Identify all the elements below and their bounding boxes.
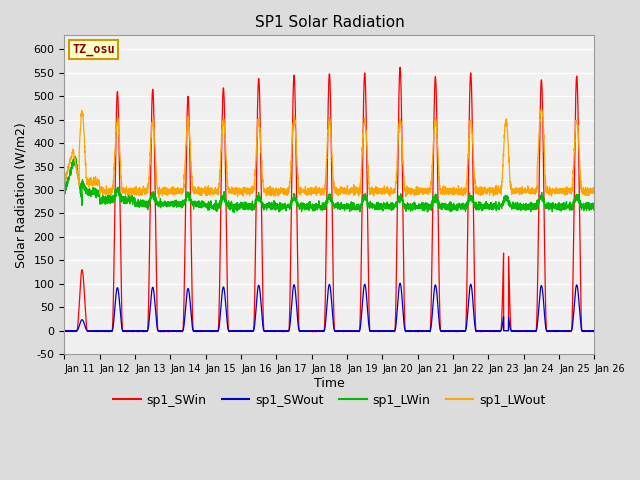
sp1_LWin bbox=[591, 202, 598, 208]
sp1_SWin bbox=[414, 329, 422, 335]
sp1_LWout bbox=[591, 191, 598, 196]
sp1_LWout bbox=[478, 187, 486, 193]
sp1_SWin bbox=[396, 64, 404, 70]
Line: sp1_SWout: sp1_SWout bbox=[65, 283, 595, 332]
sp1_SWout bbox=[61, 328, 68, 334]
Line: sp1_LWin: sp1_LWin bbox=[65, 156, 595, 212]
sp1_SWin bbox=[156, 328, 163, 334]
sp1_SWin bbox=[590, 328, 598, 334]
Y-axis label: Solar Radiation (W/m2): Solar Radiation (W/m2) bbox=[15, 122, 28, 268]
Line: sp1_SWin: sp1_SWin bbox=[65, 67, 595, 332]
sp1_SWout bbox=[448, 328, 456, 334]
sp1_LWin bbox=[590, 200, 598, 206]
Text: TZ_osu: TZ_osu bbox=[72, 43, 115, 56]
sp1_SWout bbox=[591, 328, 598, 334]
sp1_LWout bbox=[590, 188, 598, 193]
sp1_SWin bbox=[310, 328, 317, 334]
sp1_LWin bbox=[156, 201, 164, 207]
sp1_SWout bbox=[590, 328, 598, 334]
sp1_SWin bbox=[448, 328, 456, 334]
sp1_SWin bbox=[478, 328, 486, 334]
sp1_SWout bbox=[193, 329, 200, 335]
sp1_LWin bbox=[419, 206, 427, 212]
sp1_LWin bbox=[72, 154, 79, 159]
sp1_SWin bbox=[61, 328, 68, 334]
sp1_LWin bbox=[448, 203, 456, 208]
X-axis label: Time: Time bbox=[314, 377, 345, 390]
sp1_LWout bbox=[419, 190, 427, 195]
sp1_LWout bbox=[78, 108, 86, 113]
sp1_SWout bbox=[156, 328, 163, 334]
sp1_LWin bbox=[230, 209, 238, 215]
sp1_LWout bbox=[61, 182, 68, 188]
sp1_SWout bbox=[478, 328, 486, 334]
Line: sp1_LWout: sp1_LWout bbox=[65, 110, 595, 198]
Legend: sp1_SWin, sp1_SWout, sp1_LWin, sp1_LWout: sp1_SWin, sp1_SWout, sp1_LWin, sp1_LWout bbox=[108, 389, 551, 412]
Title: SP1 Solar Radiation: SP1 Solar Radiation bbox=[255, 15, 404, 30]
sp1_LWin bbox=[478, 203, 486, 209]
sp1_LWout bbox=[448, 188, 456, 194]
sp1_LWout bbox=[156, 192, 164, 197]
sp1_SWout bbox=[310, 328, 317, 334]
sp1_SWout bbox=[396, 280, 404, 286]
sp1_SWin bbox=[419, 328, 427, 334]
sp1_LWin bbox=[310, 204, 317, 210]
sp1_LWin bbox=[61, 187, 68, 193]
sp1_LWout bbox=[310, 189, 317, 195]
sp1_LWout bbox=[155, 195, 163, 201]
sp1_SWin bbox=[591, 328, 598, 334]
sp1_SWout bbox=[419, 328, 427, 334]
